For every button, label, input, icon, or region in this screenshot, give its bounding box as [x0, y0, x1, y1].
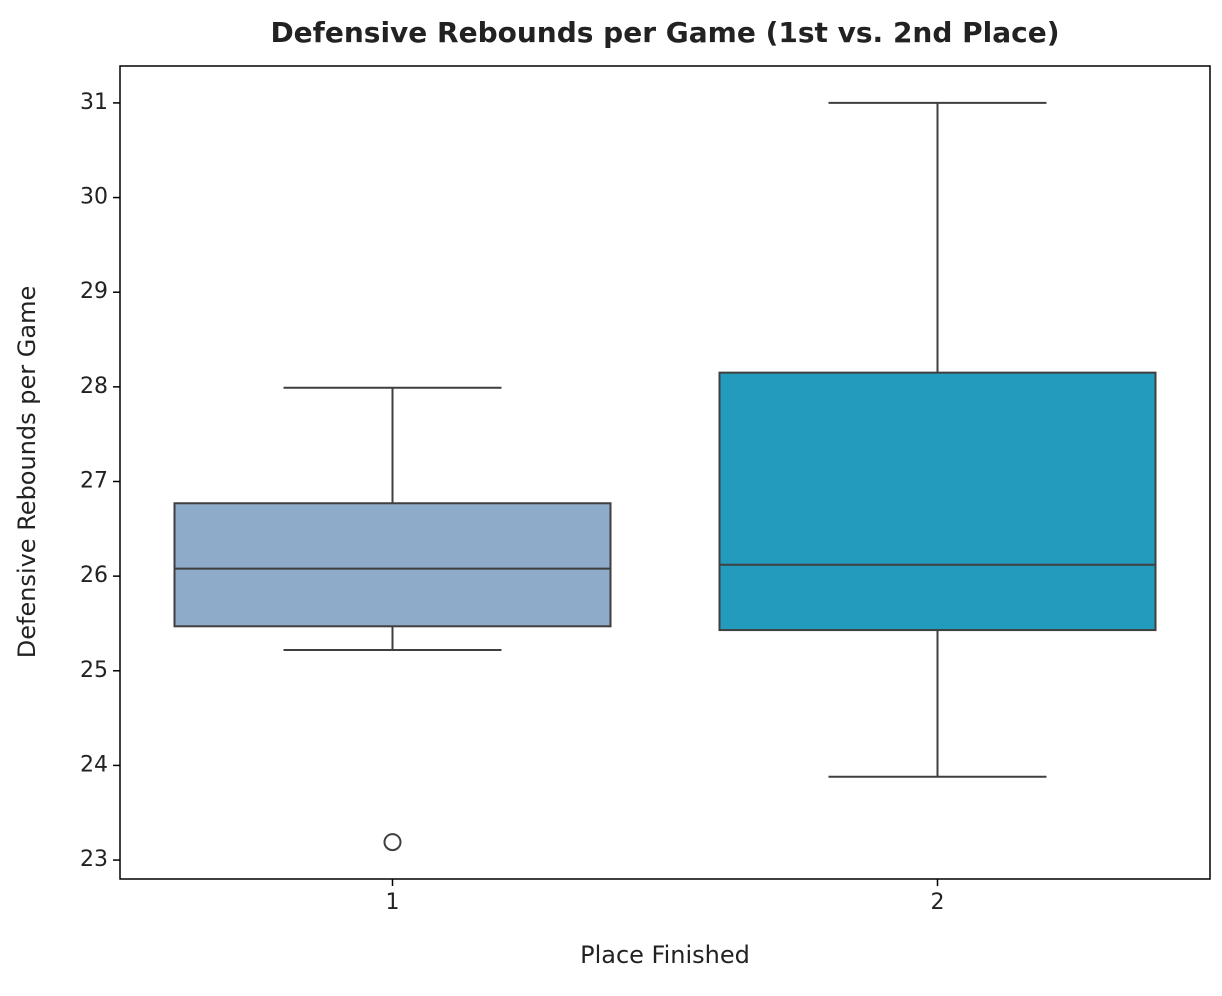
y-tick-label: 24 [80, 752, 108, 777]
y-tick-label: 26 [80, 563, 108, 588]
box [173, 502, 612, 628]
y-tick-label: 27 [80, 468, 108, 493]
y-tick-label: 30 [80, 185, 108, 210]
x-axis-label: Place Finished [580, 941, 750, 969]
plot-frame [119, 65, 1211, 880]
chart-title: Defensive Rebounds per Game (1st vs. 2nd… [270, 16, 1059, 49]
y-tick-label: 25 [80, 658, 108, 683]
y-axis-label: Defensive Rebounds per Game [13, 286, 41, 658]
x-tick-label: 2 [931, 890, 945, 915]
y-tick-label: 31 [80, 90, 108, 115]
x-tick-label: 1 [386, 890, 400, 915]
y-tick-label: 28 [80, 374, 108, 399]
box [718, 371, 1157, 632]
y-tick-label: 23 [80, 847, 108, 872]
outlier [383, 833, 402, 852]
y-tick-label: 29 [80, 279, 108, 304]
